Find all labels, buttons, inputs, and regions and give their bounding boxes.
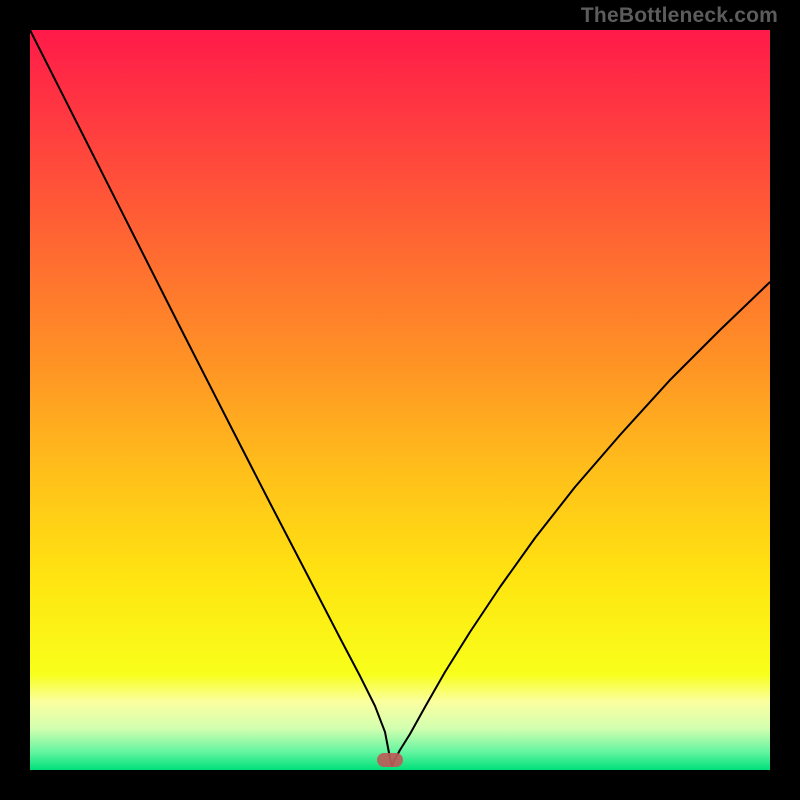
chart-container: TheBottleneck.com	[0, 0, 800, 800]
bottleneck-chart	[0, 0, 800, 800]
minimum-marker	[377, 753, 403, 767]
watermark-text: TheBottleneck.com	[581, 4, 778, 28]
gradient-background	[30, 30, 770, 770]
